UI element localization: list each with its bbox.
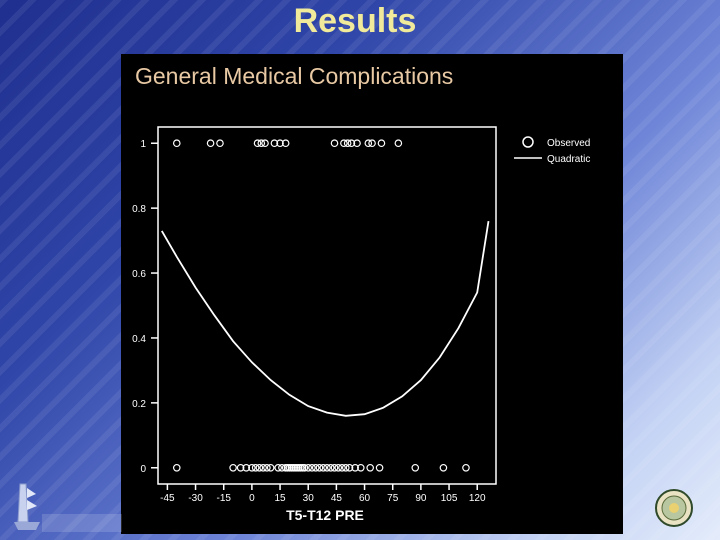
y-tick-label: 1 <box>140 139 146 150</box>
observed-point <box>368 139 376 148</box>
observed-point <box>255 463 264 472</box>
observed-point <box>353 139 361 148</box>
x-tick-label: 30 <box>303 493 315 504</box>
legend-observed-marker <box>522 136 534 148</box>
observed-point <box>266 463 275 472</box>
x-tick-label: 0 <box>249 493 255 504</box>
plot-frame <box>157 126 497 485</box>
y-tick-label: 0 <box>140 464 146 475</box>
observed-point <box>347 139 356 148</box>
legend-quadratic-label: Quadratic <box>547 154 590 165</box>
observed-point <box>263 463 271 472</box>
observed-point <box>366 463 374 472</box>
observed-point <box>341 463 350 472</box>
observed-point <box>319 463 328 472</box>
observed-point <box>261 139 269 148</box>
observed-point <box>411 463 420 472</box>
y-tick-label: 0.6 <box>132 269 146 280</box>
observed-point <box>345 463 354 472</box>
x-tick-label: -45 <box>160 493 175 504</box>
observed-point <box>304 463 313 472</box>
observed-point <box>356 463 365 472</box>
observed-point <box>315 463 324 472</box>
quadratic-curve <box>161 220 490 417</box>
observed-point <box>251 463 260 472</box>
x-axis-label: T5-T12 PRE <box>286 507 364 523</box>
observed-point <box>330 139 339 148</box>
observed-point <box>394 139 403 148</box>
observed-point <box>323 463 331 472</box>
x-tick-label: 90 <box>415 493 427 504</box>
x-tick-label: 60 <box>359 493 371 504</box>
x-tick-label: -15 <box>216 493 231 504</box>
x-tick-label: 15 <box>274 493 286 504</box>
observed-point <box>300 463 309 472</box>
observed-series <box>172 139 470 472</box>
observed-point <box>276 139 284 148</box>
y-tick-label: 0.8 <box>132 204 146 215</box>
x-tick-label: 105 <box>441 493 458 504</box>
observed-point <box>259 463 267 472</box>
x-axis: -45 -30 -15 0 15 30 45 60 75 90 105 120 <box>160 484 486 504</box>
observed-point <box>326 463 335 472</box>
observed-point <box>248 463 256 472</box>
observed-point <box>330 463 339 472</box>
observed-point <box>343 139 352 148</box>
observed-point <box>278 463 286 472</box>
observed-point <box>364 139 373 148</box>
observed-point <box>351 463 359 472</box>
observed-point <box>172 139 181 148</box>
observed-point <box>274 463 282 472</box>
legend: Observed Quadratic <box>514 136 590 165</box>
x-tick-label: -30 <box>188 493 203 504</box>
observed-point <box>270 139 279 148</box>
legend-observed-label: Observed <box>547 138 590 149</box>
observed-point <box>281 139 290 148</box>
observed-point <box>242 463 251 472</box>
x-tick-label: 120 <box>469 493 486 504</box>
observed-point <box>462 463 470 472</box>
observed-point <box>253 139 262 148</box>
observed-point <box>172 463 181 472</box>
observed-point <box>340 139 348 148</box>
observed-point <box>334 463 343 472</box>
observed-point <box>311 463 320 472</box>
observed-point <box>439 463 448 472</box>
observed-point <box>216 139 224 148</box>
observed-point <box>338 463 346 472</box>
y-axis: 0 0.2 0.4 0.6 0.8 1 <box>132 139 158 475</box>
observed-point <box>206 139 215 148</box>
chart-title: General Medical Complications <box>135 63 454 89</box>
observed-point <box>375 463 384 472</box>
observed-point <box>229 463 237 472</box>
chart-panel <box>121 54 623 534</box>
observed-point <box>257 139 266 148</box>
observed-point <box>377 139 386 148</box>
x-tick-label: 75 <box>387 493 399 504</box>
observed-point <box>308 463 316 472</box>
y-tick-label: 0.4 <box>132 334 146 345</box>
seal-logo <box>655 489 693 527</box>
x-tick-label: 45 <box>331 493 343 504</box>
quadratic-series <box>161 220 490 417</box>
slide-title: Results <box>293 2 417 40</box>
y-tick-label: 0.2 <box>132 399 146 410</box>
observed-point <box>236 463 245 472</box>
san-diego-center-logo <box>14 483 122 532</box>
